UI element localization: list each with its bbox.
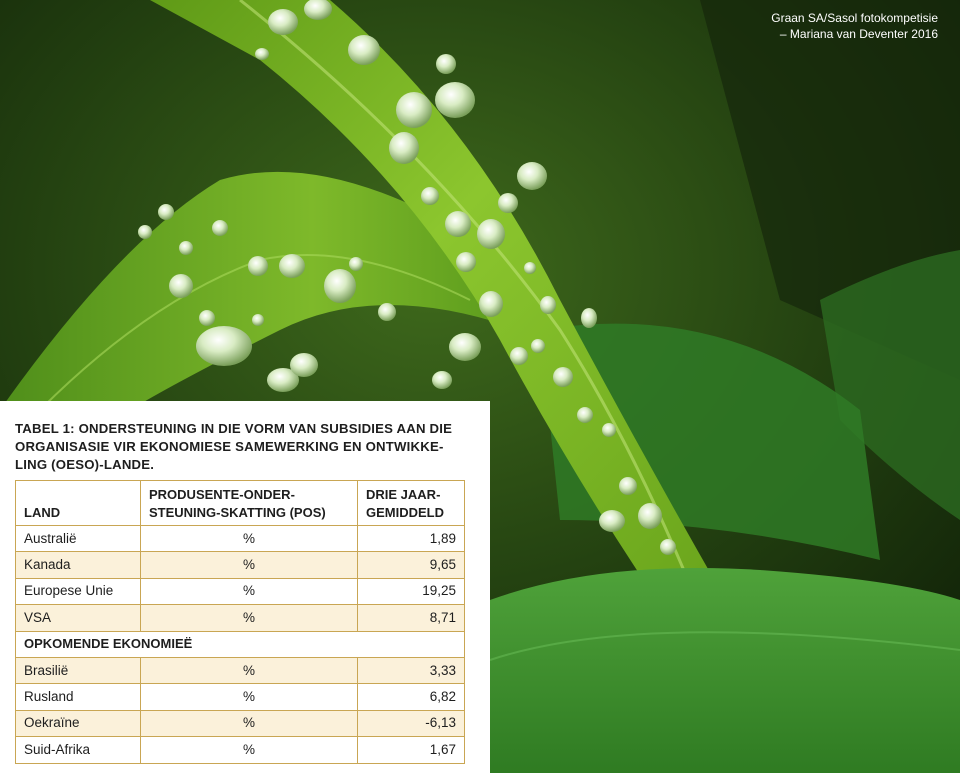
cell-value: 1,89	[357, 524, 465, 553]
cell-land: Brasilië	[15, 656, 141, 685]
cell-unit: %	[140, 656, 358, 685]
cell-land: Suid-Afrika	[15, 736, 141, 764]
cell-value: 19,25	[357, 577, 465, 606]
cell-value: 6,82	[357, 683, 465, 711]
cell-unit: %	[140, 577, 358, 606]
table-row: Oekraïne % -6,13	[15, 709, 465, 738]
table-row: Suid-Afrika % 1,67	[15, 736, 465, 764]
cell-land: Rusland	[15, 683, 141, 711]
section-header-row: OPKOMENDE EKONOMIEË	[15, 630, 465, 658]
header-three-year-average: DRIE JAAR-GEMIDDELD	[357, 480, 465, 526]
table-row: Australië % 1,89	[15, 524, 465, 553]
cell-unit: %	[140, 604, 358, 632]
cell-value: 1,67	[357, 736, 465, 764]
cell-value: 8,71	[357, 604, 465, 632]
cell-unit: %	[140, 551, 358, 579]
cell-land: Oekraïne	[15, 709, 141, 738]
cell-value: 3,33	[357, 656, 465, 685]
cell-land: Europese Unie	[15, 577, 141, 606]
section-label: OPKOMENDE EKONOMIEË	[15, 630, 465, 658]
table-row: Kanada % 9,65	[15, 551, 465, 579]
header-pos: PRODUSENTE-ONDER-STEUNING-SKATTING (POS)	[140, 480, 358, 526]
cell-unit: %	[140, 709, 358, 738]
cell-unit: %	[140, 683, 358, 711]
photo-credit: Graan SA/Sasol fotokompetisie – Mariana …	[718, 10, 938, 42]
cell-land: Kanada	[15, 551, 141, 579]
header-land: LAND	[15, 480, 141, 526]
cell-value: -6,13	[357, 709, 465, 738]
cell-value: 9,65	[357, 551, 465, 579]
cell-unit: %	[140, 524, 358, 553]
table-header-row: LAND PRODUSENTE-ONDER-STEUNING-SKATTING …	[15, 480, 465, 526]
table-row: Europese Unie % 19,25	[15, 577, 465, 606]
cell-land: Australië	[15, 524, 141, 553]
table-row: Brasilië % 3,33	[15, 656, 465, 685]
table-title: TABEL 1: ONDERSTEUNING IN DIE VORM VAN S…	[15, 421, 453, 472]
cell-land: VSA	[15, 604, 141, 632]
photo-credit-line-2: – Mariana van Deventer 2016	[779, 27, 938, 41]
table-panel: TABEL 1: ONDERSTEUNING IN DIE VORM VAN S…	[0, 401, 490, 773]
table-row: VSA % 8,71	[15, 604, 465, 632]
table-row: Rusland % 6,82	[15, 683, 465, 711]
photo-credit-line-1: Graan SA/Sasol fotokompetisie	[771, 11, 938, 25]
cell-unit: %	[140, 736, 358, 764]
subsidies-table: LAND PRODUSENTE-ONDER-STEUNING-SKATTING …	[15, 480, 465, 764]
